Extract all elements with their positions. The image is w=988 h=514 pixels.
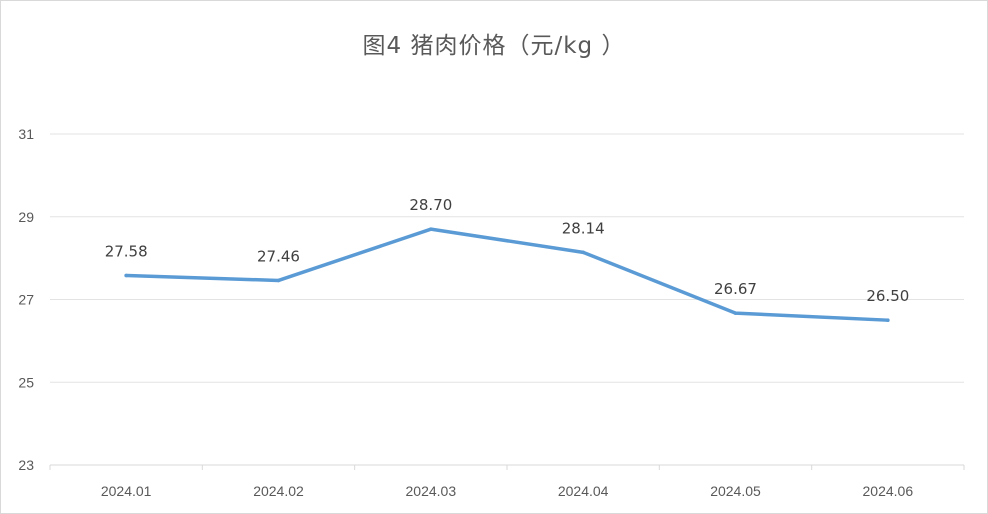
y-tick-label: 31 [18,126,34,142]
x-tick-label: 2024.06 [863,483,914,499]
data-label: 27.58 [105,243,148,261]
data-point [581,250,585,255]
data-point [276,278,281,283]
data-label: 26.67 [714,280,757,298]
data-point [886,318,890,322]
y-tick-label: 23 [18,457,34,473]
data-label: 27.46 [257,247,300,265]
x-tick-label: 2024.04 [558,483,609,499]
data-label: 28.14 [562,219,605,237]
data-label: 28.70 [409,196,452,214]
data-point [124,273,128,278]
data-point [429,227,433,231]
series-layer [124,227,890,322]
x-tick-label: 2024.03 [406,483,457,499]
x-tick-label: 2024.02 [253,483,304,499]
data-label: 26.50 [866,287,909,305]
y-tick-label: 29 [18,209,34,225]
y-tick-label: 27 [18,292,34,308]
x-tick-label: 2024.01 [101,483,152,499]
x-axis [49,464,965,470]
x-axis-tick-labels: 2024.01 2024.02 2024.03 2024.04 2024.05 2024.… [101,483,913,499]
y-axis-tick-labels: 23 25 27 29 31 [18,126,34,473]
gridlines [50,133,964,383]
x-tick-label: 2024.05 [710,483,761,499]
data-point [733,311,738,315]
chart-title: 图4 猪肉价格（元/kg ） [362,33,626,59]
series-line [124,227,890,322]
y-tick-label: 25 [18,374,34,390]
data-labels: 27.58 27.46 28.70 28.14 26.67 26.50 [105,196,910,305]
